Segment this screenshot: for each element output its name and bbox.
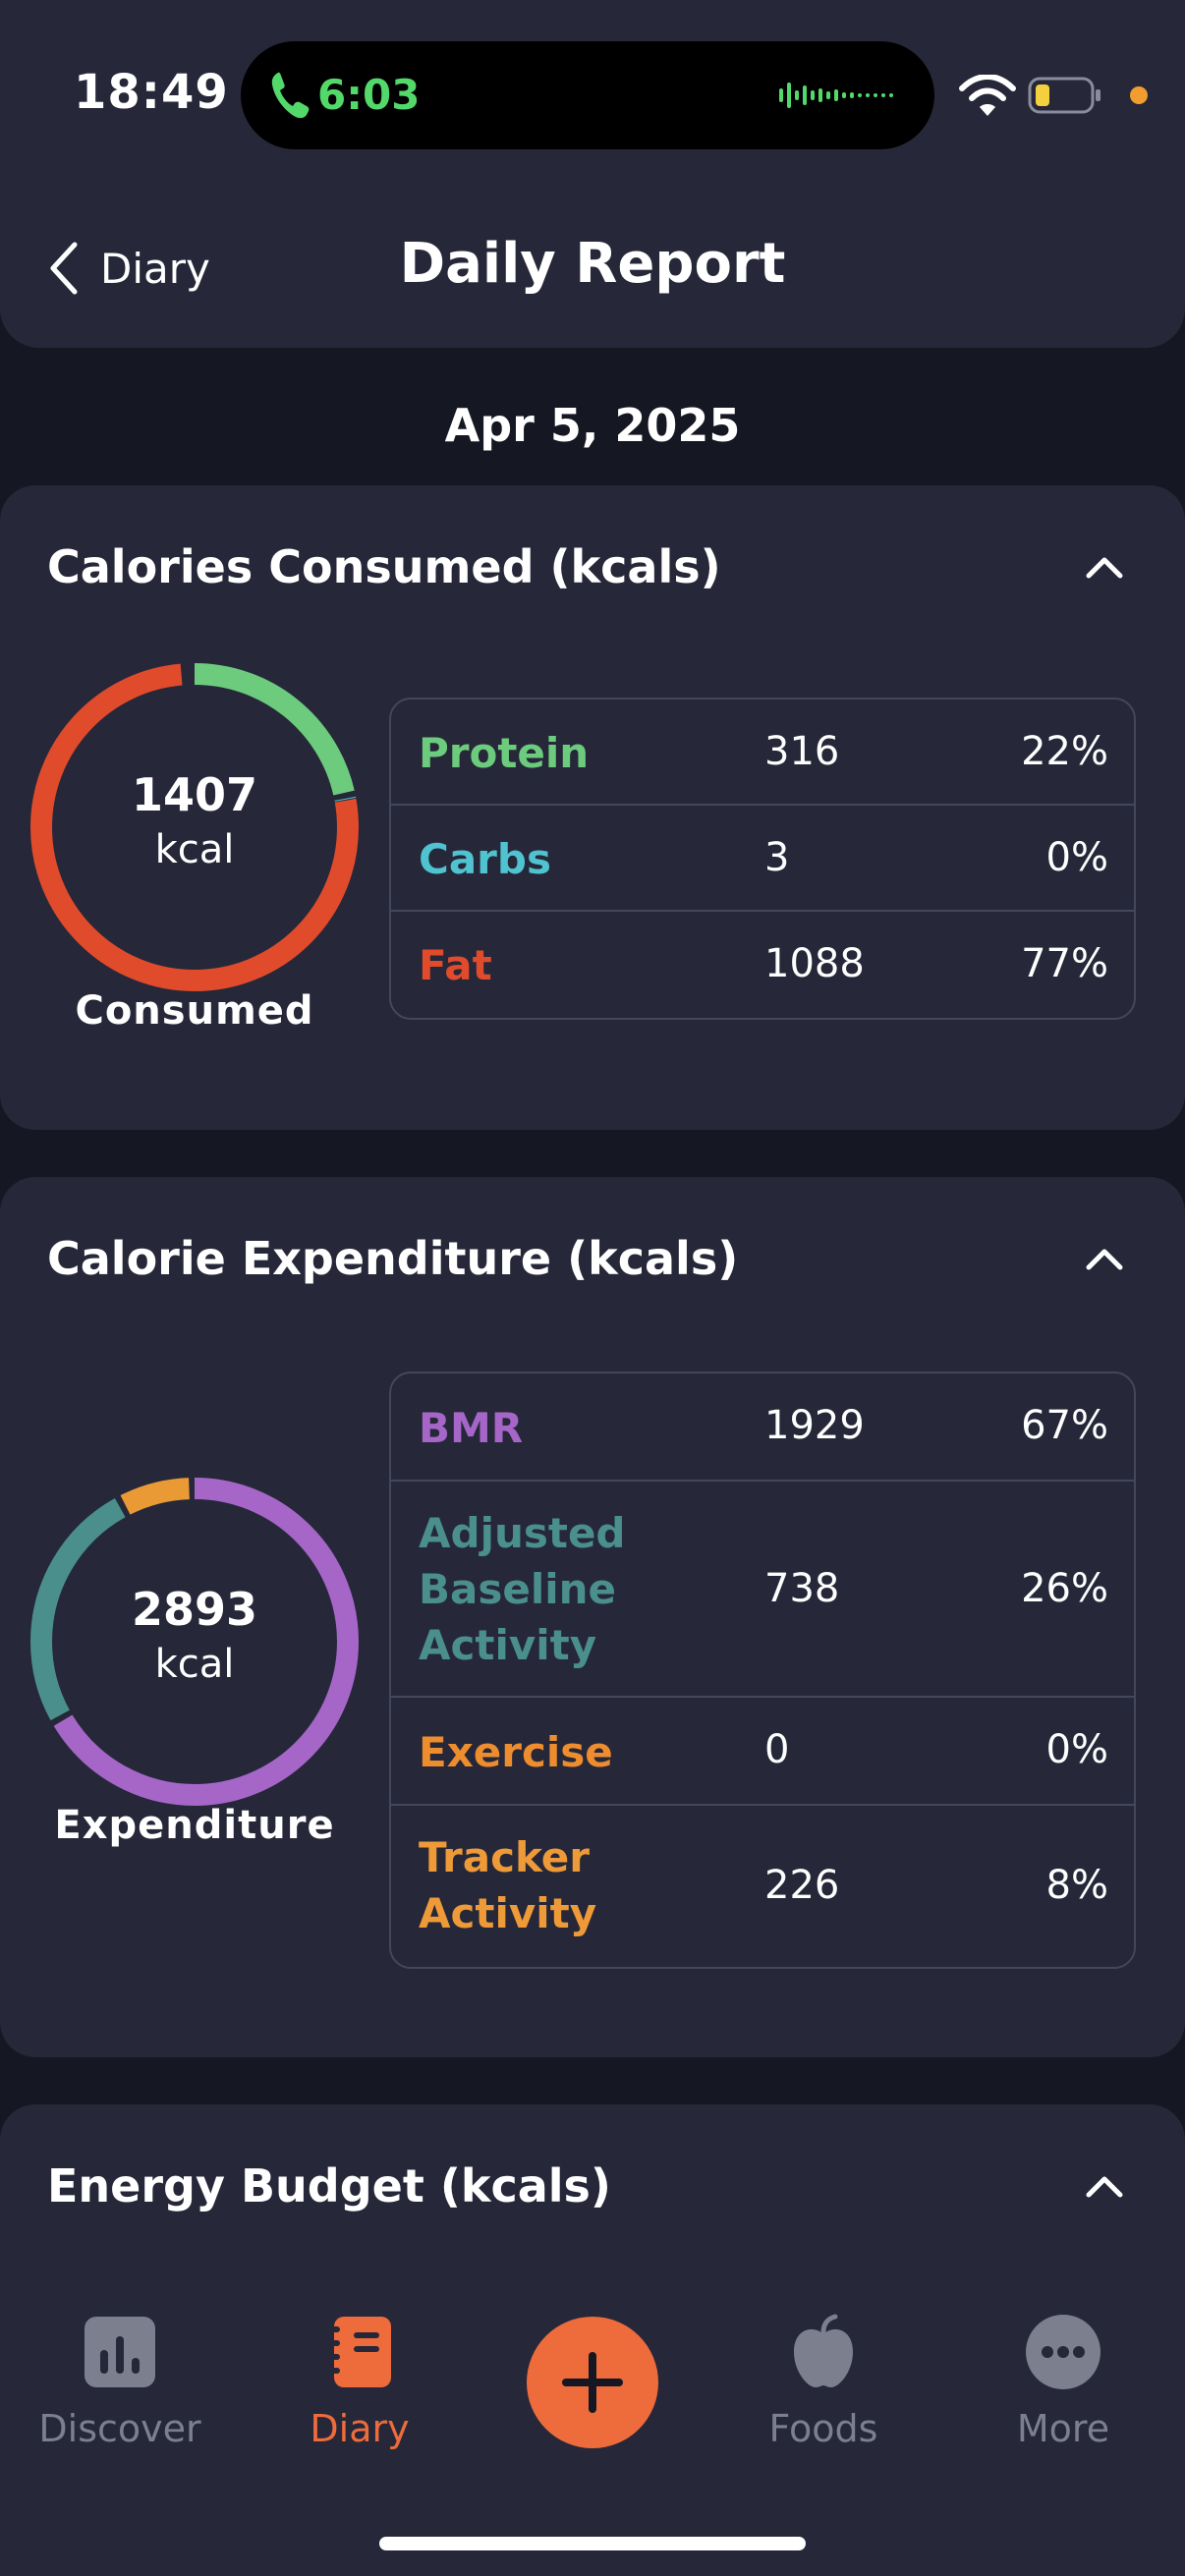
tab-label: Diary <box>310 2407 410 2450</box>
tab-label: Discover <box>38 2407 201 2450</box>
row-value: 738 <box>764 1566 840 1611</box>
tab-foods[interactable]: Foods <box>725 2313 922 2450</box>
notebook-icon <box>328 2317 391 2387</box>
tab-more[interactable]: More <box>965 2313 1161 2450</box>
row-name: BMR <box>419 1404 524 1452</box>
tab-diary[interactable]: Diary <box>261 2313 458 2450</box>
expenditure-total: 2893 <box>131 1583 258 1636</box>
add-button[interactable] <box>527 2317 658 2448</box>
table-row: Fat 1088 77% <box>391 912 1134 1018</box>
tab-bar: Discover Diary Foods <box>0 2283 1185 2576</box>
row-name: Tracker Activity <box>419 1833 597 1937</box>
row-percent: 0% <box>1045 835 1108 880</box>
chevron-up-icon[interactable] <box>1083 1244 1126 1273</box>
status-time: 18:49 <box>74 65 229 120</box>
table-row: Protein 316 22% <box>391 700 1134 806</box>
expenditure-unit: kcal <box>154 1642 235 1687</box>
privacy-indicator-dot <box>1130 86 1148 104</box>
table-row: Exercise 0 0% <box>391 1698 1134 1806</box>
consumed-donut-chart <box>30 663 359 991</box>
page-title: Daily Report <box>399 232 786 296</box>
consumed-donut: 1407 kcal Consumed <box>29 662 360 1094</box>
phone-icon <box>271 72 310 119</box>
chevron-left-icon <box>50 242 78 295</box>
table-row: BMR 1929 67% <box>391 1373 1134 1482</box>
donut-segment <box>30 663 359 991</box>
row-percent: 26% <box>1021 1566 1108 1611</box>
consumed-total: 1407 <box>131 768 258 821</box>
donut-segment <box>30 1478 359 1806</box>
calories-consumed-title: Calories Consumed (kcals) <box>47 540 721 593</box>
calorie-expenditure-title: Calorie Expenditure (kcals) <box>47 1232 739 1285</box>
battery-icon <box>1028 77 1100 114</box>
tab-discover[interactable]: Discover <box>22 2313 218 2450</box>
consumed-label: Consumed <box>75 988 314 1034</box>
row-name: Protein <box>419 729 590 777</box>
more-dots-icon <box>1026 2315 1100 2389</box>
row-percent: 8% <box>1045 1863 1108 1908</box>
table-row: Adjusted Baseline Activity 738 26% <box>391 1482 1134 1698</box>
back-button[interactable]: Diary <box>47 234 210 303</box>
row-percent: 0% <box>1045 1727 1108 1772</box>
calorie-expenditure-card: Calorie Expenditure (kcals) 2893 kcal Ex… <box>0 1177 1185 2057</box>
expenditure-donut: 2893 kcal Expenditure <box>29 1477 360 1909</box>
row-value: 1929 <box>764 1403 865 1448</box>
dynamic-island-call[interactable]: 6:03 <box>241 41 934 149</box>
status-bar: 18:49 6:03 <box>0 0 1185 187</box>
row-value: 3 <box>764 835 790 880</box>
chevron-up-icon[interactable] <box>1083 552 1126 582</box>
report-date: Apr 5, 2025 <box>444 399 741 452</box>
donut-segment <box>30 663 359 991</box>
wifi-icon <box>959 75 1016 116</box>
back-label: Diary <box>100 244 210 293</box>
row-percent: 67% <box>1021 1403 1108 1448</box>
row-value: 226 <box>764 1863 840 1908</box>
row-percent: 77% <box>1021 941 1108 986</box>
macros-table: Protein 316 22% Carbs 3 0% Fat 1088 77% <box>389 698 1136 1020</box>
row-value: 1088 <box>764 941 865 986</box>
chevron-up-icon[interactable] <box>1083 2171 1126 2201</box>
row-name: Carbs <box>419 835 551 883</box>
energy-budget-title: Energy Budget (kcals) <box>47 2159 611 2212</box>
expenditure-table: BMR 1929 67% Adjusted Baseline Activity … <box>389 1372 1136 1969</box>
plus-icon <box>562 2352 623 2413</box>
row-name: Exercise <box>419 1728 613 1776</box>
table-row: Tracker Activity 226 8% <box>391 1806 1134 1967</box>
expenditure-donut-chart <box>30 1478 359 1806</box>
apple-icon <box>794 2314 853 2387</box>
row-name: Fat <box>419 941 492 989</box>
donut-segment <box>30 1478 359 1806</box>
row-value: 0 <box>764 1727 790 1772</box>
consumed-unit: kcal <box>154 827 235 872</box>
bar-chart-icon <box>85 2317 155 2387</box>
call-duration: 6:03 <box>317 71 421 119</box>
tab-label: More <box>1016 2407 1110 2450</box>
audio-waveform-icon <box>779 83 893 108</box>
calories-consumed-card: Calories Consumed (kcals) 1407 kcal Cons… <box>0 485 1185 1130</box>
row-name: Adjusted Baseline Activity <box>419 1509 626 1669</box>
tab-label: Foods <box>768 2407 878 2450</box>
row-value: 316 <box>764 729 840 774</box>
home-indicator <box>379 2537 806 2550</box>
expenditure-label: Expenditure <box>54 1803 335 1848</box>
table-row: Carbs 3 0% <box>391 806 1134 912</box>
row-percent: 22% <box>1021 729 1108 774</box>
